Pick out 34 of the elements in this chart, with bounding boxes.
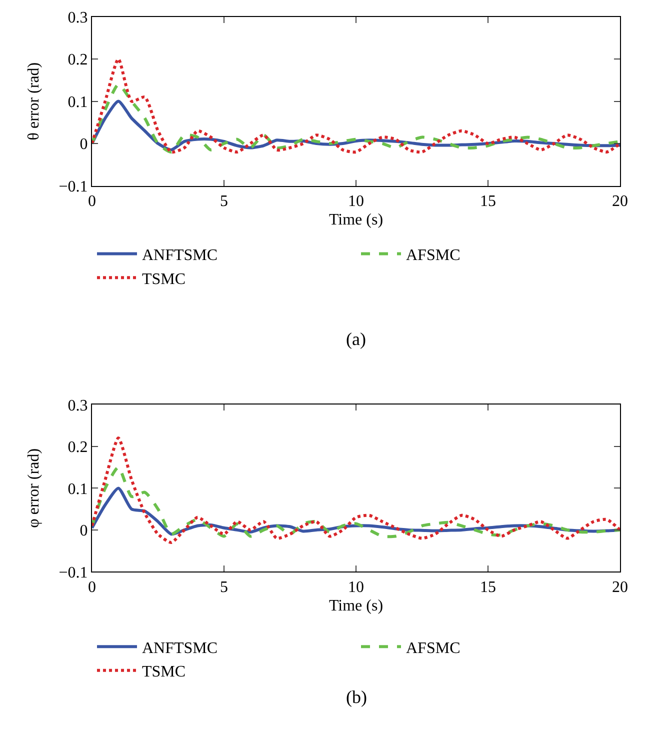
y-tick-label: 0.3: [68, 9, 88, 26]
legend-label: AFSMC: [406, 247, 460, 264]
x-tick-label: 15: [480, 192, 496, 210]
x-axis-title: Time (s): [328, 212, 384, 229]
x-tick-label: 10: [348, 192, 364, 210]
y-tick-label: 0.3: [68, 397, 88, 414]
y-tick-label: −0.1: [58, 564, 88, 582]
text: (b): [346, 687, 367, 707]
legend-label: TSMC: [142, 664, 186, 681]
y-tick-label: 0.2: [68, 52, 88, 69]
x-tick-label: 20: [612, 192, 628, 210]
text: (a): [346, 329, 366, 349]
legend-label: ANFTSMC: [142, 640, 218, 657]
y-tick-label: 0.1: [68, 94, 88, 111]
x-tick-label: 5: [220, 578, 228, 596]
x-tick-label: 15: [480, 578, 496, 596]
x-tick-label: 20: [612, 578, 628, 596]
legend-label: TSMC: [142, 270, 186, 288]
x-tick-label: 5: [220, 192, 228, 210]
x-tick-label: 10: [348, 578, 364, 596]
y-axis-title: φ error (rad): [26, 448, 43, 528]
line-series: [92, 82, 620, 154]
y-tick-label: 0.1: [68, 480, 88, 498]
x-axis-title: Time (s): [328, 598, 384, 615]
y-tick-label: 0: [80, 136, 88, 154]
line-series: [92, 466, 620, 538]
y-tick-label: 0.2: [68, 439, 88, 456]
legend-label: ANFTSMC: [142, 247, 218, 264]
line-series: [92, 436, 620, 544]
legend-label: AFSMC: [406, 640, 460, 657]
y-tick-label: 0: [80, 522, 88, 540]
y-tick-label: −0.1: [58, 178, 88, 196]
y-axis-title: θ error (rad): [26, 62, 43, 140]
line-series: [92, 58, 620, 154]
